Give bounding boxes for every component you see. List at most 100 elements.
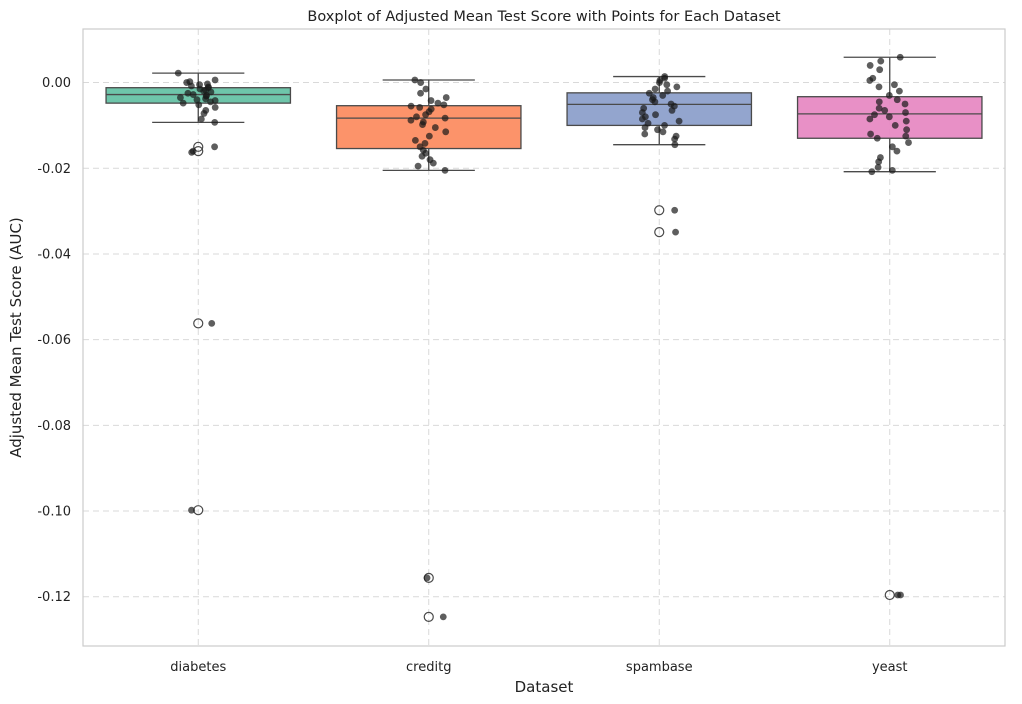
x-tick-label-yeast: yeast xyxy=(872,660,908,675)
x-axis-label: Dataset xyxy=(515,678,574,696)
data-point xyxy=(425,132,433,140)
data-point xyxy=(183,79,191,86)
data-point xyxy=(867,130,874,138)
outlier-markers xyxy=(193,141,895,622)
data-point xyxy=(188,506,195,514)
data-point xyxy=(875,83,883,91)
data-point xyxy=(866,115,874,123)
data-point xyxy=(671,206,679,214)
data-point xyxy=(422,111,430,119)
y-tick-label: -0.04 xyxy=(37,247,71,262)
data-point xyxy=(407,116,415,124)
data-point xyxy=(429,159,437,167)
data-point xyxy=(901,100,909,108)
data-point xyxy=(211,143,218,151)
data-point xyxy=(641,130,649,138)
data-point xyxy=(885,113,893,121)
data-point xyxy=(427,97,435,104)
box-spambase xyxy=(566,75,753,146)
data-point xyxy=(875,104,883,112)
data-point xyxy=(651,98,659,106)
outlier-marker xyxy=(654,205,665,216)
data-point xyxy=(442,94,450,101)
data-point xyxy=(188,82,195,90)
y-tick-label: -0.02 xyxy=(37,162,71,177)
data-point xyxy=(891,122,899,129)
data-point xyxy=(659,128,667,136)
data-point xyxy=(875,98,883,106)
y-tick-labels: 0.00 -0.02 -0.04 -0.06 -0.08 -0.10 -0.12 xyxy=(37,76,71,605)
data-point xyxy=(421,140,429,147)
x-tick-labels: diabetes creditg spambase yeast xyxy=(170,660,907,675)
data-point xyxy=(441,114,449,122)
data-point xyxy=(888,166,896,174)
data-point xyxy=(651,85,659,93)
data-point xyxy=(671,135,679,143)
data-point xyxy=(894,591,902,599)
y-tick-label: -0.08 xyxy=(37,419,71,434)
data-point xyxy=(896,53,904,61)
data-point xyxy=(416,104,424,111)
data-point xyxy=(195,101,203,109)
data-point xyxy=(902,117,910,125)
data-point xyxy=(893,96,901,104)
data-point xyxy=(876,66,884,74)
data-point xyxy=(641,124,649,131)
data-point xyxy=(442,128,450,136)
data-point xyxy=(411,76,419,84)
data-point xyxy=(411,137,419,144)
data-point xyxy=(868,168,876,176)
data-point xyxy=(656,79,663,86)
data-point xyxy=(407,102,415,110)
y-tick-label: -0.12 xyxy=(37,590,71,605)
data-point xyxy=(874,163,882,171)
data-point xyxy=(875,158,883,166)
data-point xyxy=(188,149,196,156)
data-point xyxy=(885,92,893,99)
data-point xyxy=(905,139,912,146)
data-point xyxy=(895,87,903,95)
data-point xyxy=(661,122,668,129)
data-point xyxy=(668,107,676,114)
data-point xyxy=(413,113,420,121)
data-point xyxy=(441,166,449,174)
data-points xyxy=(174,53,912,621)
data-point xyxy=(193,96,201,104)
data-point xyxy=(418,152,426,160)
data-point xyxy=(184,89,192,97)
data-point xyxy=(211,76,219,84)
x-tick-label-diabetes: diabetes xyxy=(170,660,226,675)
data-point xyxy=(888,143,896,151)
data-point xyxy=(891,81,898,89)
data-point xyxy=(179,99,187,107)
data-point xyxy=(197,115,205,123)
y-tick-label: -0.06 xyxy=(37,333,71,348)
data-point xyxy=(200,110,208,117)
data-point xyxy=(881,107,889,114)
outlier-marker xyxy=(423,611,434,622)
outlier-marker xyxy=(884,589,895,601)
data-point xyxy=(675,117,683,125)
data-point xyxy=(440,101,448,109)
data-point xyxy=(866,62,874,69)
data-point xyxy=(207,98,214,106)
data-point xyxy=(423,574,431,582)
outlier-marker xyxy=(193,141,204,152)
data-point xyxy=(672,228,679,236)
data-point xyxy=(673,83,681,91)
y-axis-label: Adjusted Mean Test Score (AUC) xyxy=(7,217,25,458)
data-point xyxy=(208,319,216,327)
data-point xyxy=(893,147,901,155)
data-point xyxy=(877,57,885,65)
data-point xyxy=(211,104,219,111)
data-point xyxy=(671,141,679,149)
data-point xyxy=(654,126,661,134)
y-tick-label: -0.10 xyxy=(37,505,71,520)
x-tick-label-creditg: creditg xyxy=(406,660,451,675)
x-tick-label-spambase: spambase xyxy=(626,660,693,675)
data-point xyxy=(902,109,909,116)
data-point xyxy=(663,81,671,89)
data-point xyxy=(417,79,425,86)
data-point xyxy=(434,99,442,107)
